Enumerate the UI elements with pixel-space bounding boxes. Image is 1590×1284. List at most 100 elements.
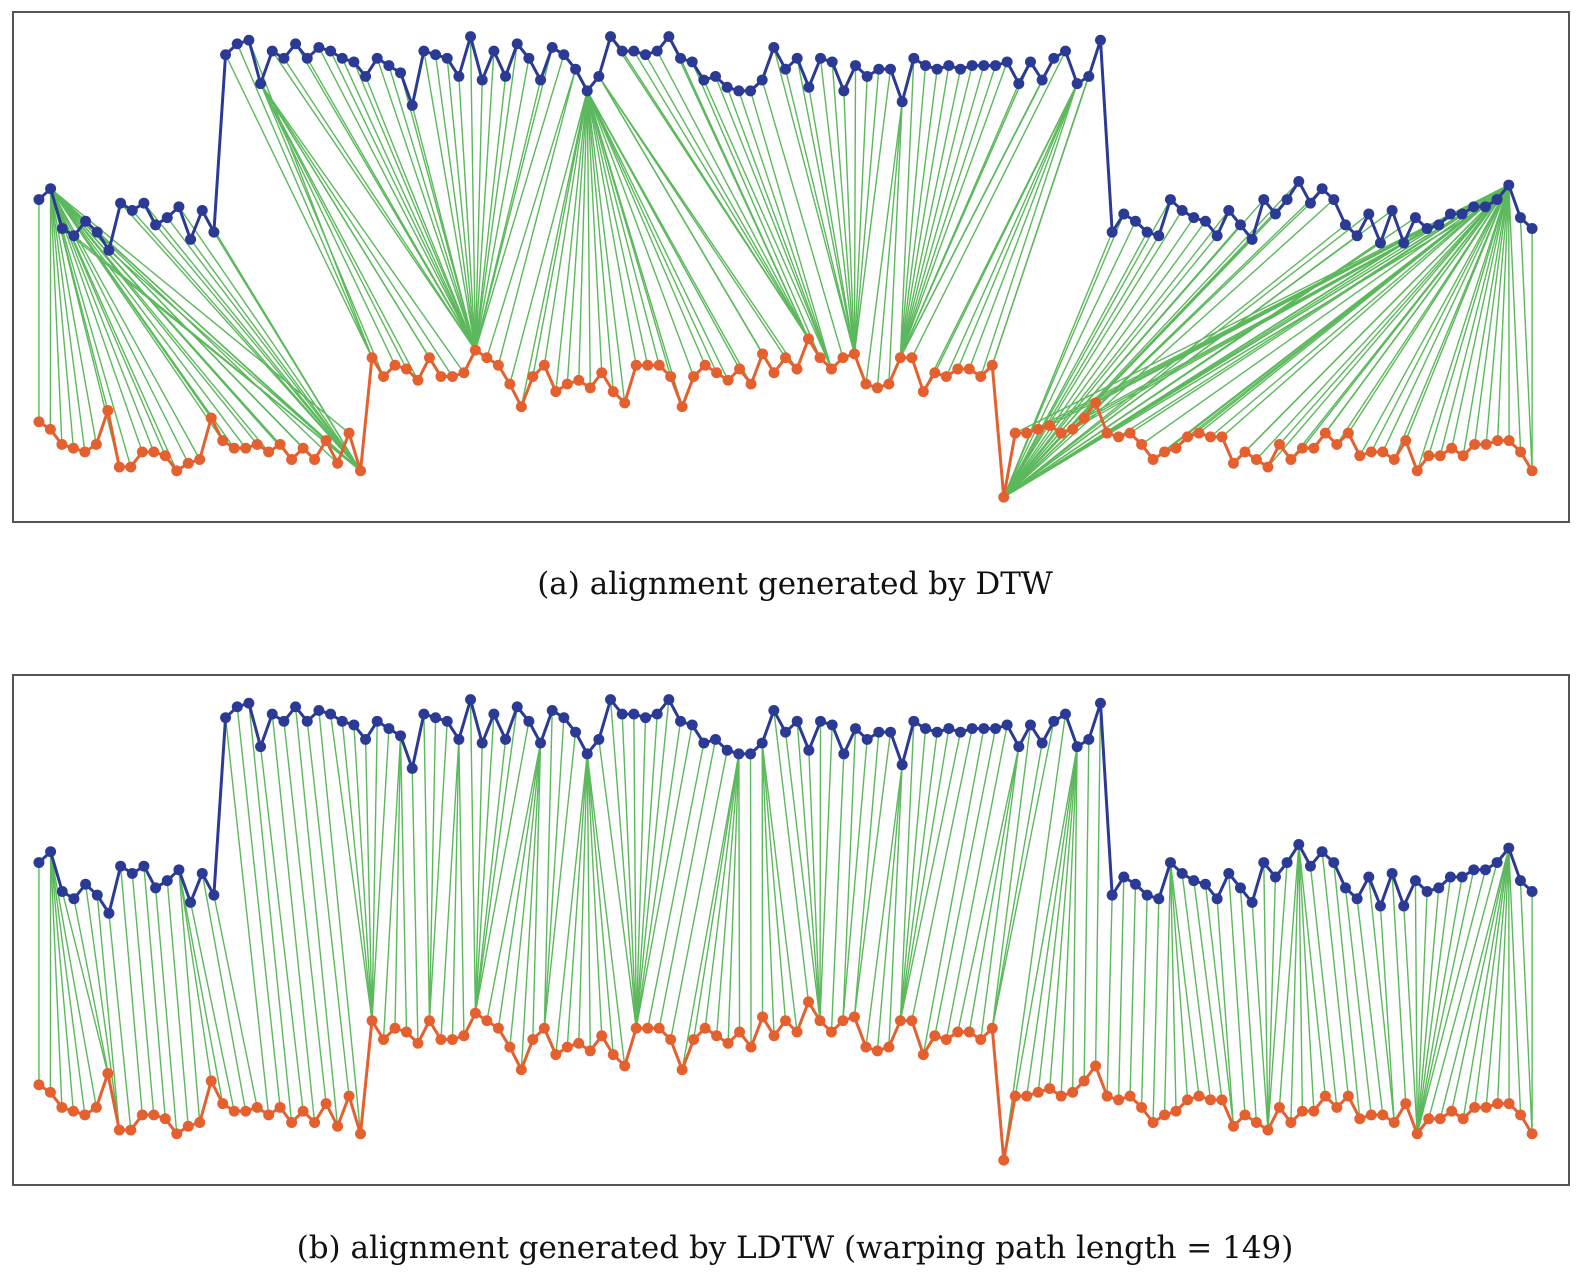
- alignment-link: [586, 90, 626, 404]
- query-point: [745, 85, 757, 97]
- reference-point: [102, 405, 114, 416]
- alignment-link: [1169, 862, 1189, 1100]
- reference-point: [1113, 431, 1125, 443]
- alignment-link: [474, 58, 530, 351]
- reference-point: [676, 1064, 688, 1076]
- alignment-link: [899, 65, 985, 358]
- query-point: [1293, 175, 1305, 187]
- alignment-link: [411, 768, 419, 1044]
- query-point: [1118, 208, 1130, 220]
- reference-point: [665, 371, 677, 382]
- reference-point: [1469, 1101, 1481, 1113]
- alignment-link: [1129, 884, 1137, 1097]
- query-point: [68, 893, 80, 905]
- alignment-link: [236, 706, 281, 1108]
- alignment-link: [578, 753, 588, 1044]
- alignment-link: [899, 732, 938, 1021]
- query-point: [1071, 78, 1083, 90]
- query-point: [1013, 78, 1025, 90]
- alignment-link: [899, 721, 915, 1021]
- alignment-link: [761, 742, 775, 1036]
- reference-point: [378, 1034, 389, 1045]
- query-point: [640, 49, 652, 61]
- alignment-link: [1267, 184, 1510, 468]
- alignment-link: [474, 54, 565, 351]
- alignment-link: [749, 90, 833, 370]
- alignment-link: [1003, 209, 1393, 498]
- query-point: [231, 38, 243, 50]
- reference-point: [1480, 438, 1492, 450]
- alignment-link: [1003, 213, 1125, 498]
- reference-point: [504, 378, 516, 390]
- reference-point: [1377, 1109, 1389, 1121]
- query-point: [488, 45, 500, 57]
- query-point: [721, 744, 733, 756]
- query-point: [266, 708, 278, 720]
- reference-point: [79, 446, 91, 458]
- alignment-link: [1403, 905, 1418, 1134]
- query-point: [441, 715, 453, 727]
- alignment-link: [1298, 844, 1327, 1097]
- alignment-link: [283, 721, 327, 1104]
- reference-point: [963, 1026, 975, 1038]
- query-point: [500, 733, 512, 745]
- query-point: [150, 219, 162, 231]
- reference-point: [1055, 1090, 1067, 1102]
- query-point: [1211, 230, 1223, 242]
- alignment-link: [991, 742, 1043, 1029]
- alignment-link: [364, 76, 477, 351]
- reference-point: [1044, 1083, 1056, 1095]
- reference-point: [917, 386, 929, 398]
- alignment-link: [543, 710, 553, 1029]
- reference-point: [492, 1022, 504, 1034]
- reference-point: [802, 996, 814, 1008]
- reference-point: [1411, 465, 1423, 477]
- query-point: [488, 708, 500, 720]
- reference-point: [1457, 1113, 1469, 1125]
- query-point: [1514, 875, 1526, 887]
- alignment-link: [49, 188, 201, 460]
- reference-point: [194, 1117, 206, 1128]
- query-point: [966, 60, 978, 71]
- query-point: [1001, 719, 1013, 731]
- reference-point: [1296, 1105, 1308, 1117]
- reference-point: [1182, 431, 1194, 443]
- ldtw-reference-series: [33, 996, 1538, 1166]
- reference-point: [791, 1026, 803, 1038]
- alignment-link: [1014, 746, 1078, 1097]
- reference-point: [1227, 457, 1239, 469]
- alignment-link: [423, 50, 477, 351]
- alignment-link: [899, 728, 927, 1021]
- reference-point: [332, 457, 344, 469]
- reference-point: [722, 374, 734, 386]
- alignment-link: [520, 90, 588, 407]
- alignment-link: [306, 721, 350, 1097]
- alignment-link: [796, 721, 821, 1021]
- query-point: [1083, 70, 1095, 82]
- alignment-link: [853, 732, 880, 1017]
- query-point: [1071, 741, 1083, 753]
- alignment-link: [865, 101, 903, 385]
- alignment-link: [474, 706, 518, 1014]
- query-point: [453, 70, 465, 82]
- reference-point: [1296, 442, 1308, 454]
- reference-point: [1492, 1098, 1504, 1110]
- alignment-link: [50, 188, 293, 460]
- alignment-link: [474, 721, 530, 1014]
- query-point: [791, 52, 803, 64]
- query-point: [955, 726, 966, 738]
- reference-point: [871, 382, 883, 394]
- alignment-link: [178, 869, 201, 1123]
- reference-point: [906, 1015, 918, 1027]
- reference-point: [1021, 1090, 1033, 1102]
- ldtw-alignment-plot: [33, 694, 1538, 1166]
- alignment-link: [658, 739, 717, 1029]
- alignment-link: [991, 39, 1102, 366]
- reference-point: [343, 427, 355, 439]
- query-point: [1223, 204, 1235, 216]
- alignment-link: [1508, 185, 1522, 452]
- query-point: [1188, 212, 1200, 224]
- alignment-link: [451, 739, 460, 1040]
- query-point: [91, 889, 103, 901]
- reference-point: [791, 363, 803, 375]
